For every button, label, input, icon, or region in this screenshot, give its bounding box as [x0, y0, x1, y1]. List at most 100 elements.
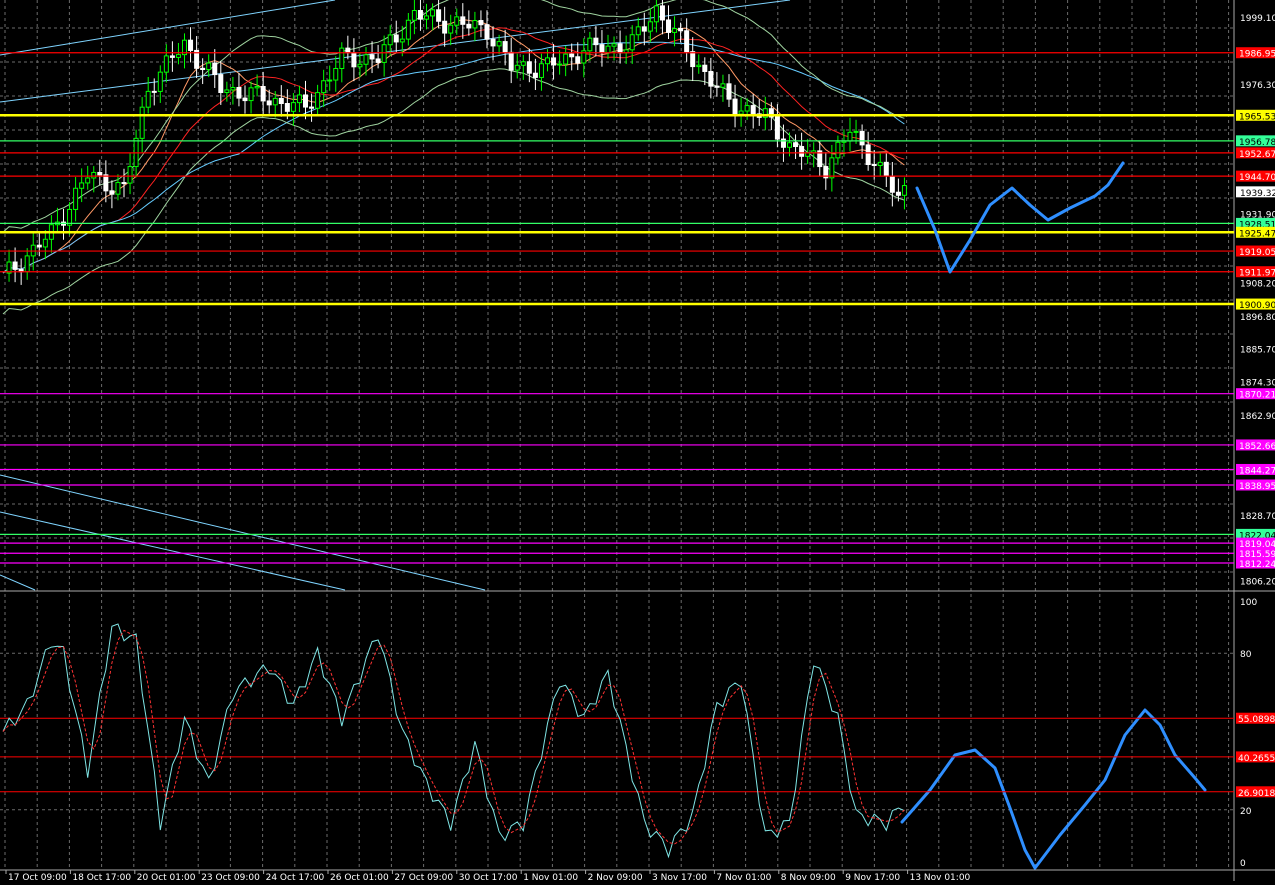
price-level-label: 1819.04: [1239, 540, 1275, 550]
candle-body: [551, 57, 557, 66]
candle-body: [188, 39, 194, 51]
candle-body: [871, 163, 877, 166]
candle-body: [405, 19, 411, 40]
candle-body: [411, 10, 417, 21]
candle-body: [363, 54, 369, 65]
time-axis-label: 24 Oct 17:00: [266, 873, 325, 881]
candle-body: [750, 105, 756, 115]
trendline-4[interactable]: [0, 0, 336, 56]
candle-body: [532, 72, 538, 78]
candle-body: [79, 182, 85, 189]
price-level-label: 1965.53: [1239, 112, 1275, 122]
candle-body: [496, 41, 502, 47]
candle-body: [345, 47, 351, 54]
candle-body: [901, 185, 907, 196]
candle-body: [780, 138, 786, 148]
candle-body: [242, 97, 248, 102]
candle-body: [557, 63, 563, 66]
price-level-tag: [1236, 388, 1275, 400]
candle-body: [278, 97, 284, 105]
candle-body: [296, 94, 302, 104]
price-level-label: 1900.90: [1239, 301, 1275, 311]
candle-body: [895, 191, 901, 196]
candle-body: [472, 20, 478, 29]
candle-body: [563, 53, 569, 65]
price-level-tag: [1236, 439, 1275, 451]
ma-medium: [2, 27, 905, 274]
osc-axis-tick: 0: [1240, 859, 1246, 869]
candle-body: [36, 244, 42, 248]
price-level-label: 1812.24: [1239, 560, 1275, 570]
candle-body: [738, 110, 744, 115]
osc-axis-tick: 20: [1240, 807, 1252, 817]
price-level-tag: [1236, 547, 1275, 559]
candle-body: [629, 34, 635, 51]
price-level-tag: [1236, 528, 1275, 540]
time-axis-label: 23 Oct 09:00: [201, 873, 260, 881]
candle-body: [73, 187, 79, 210]
candle-body: [212, 62, 218, 76]
candle-body: [829, 157, 835, 179]
candle-body: [424, 15, 429, 20]
axes: 1999.10 1976.30 1939.32 1931.90 1908.20 1896.…: [5, 14, 1275, 883]
candle-body: [103, 174, 109, 192]
osc-level-tag: [1236, 786, 1275, 798]
candle-body: [248, 87, 254, 102]
trend-lines[interactable]: [0, 0, 791, 591]
price-axis-tick: 1908.20: [1240, 280, 1275, 290]
time-axis-label: 9 Nov 17:00: [845, 873, 900, 881]
time-axis-label: 13 Nov 01:00: [910, 873, 971, 881]
price-level-tag: [1236, 217, 1275, 229]
candle-body: [121, 182, 127, 185]
user-drawings[interactable]: [900, 161, 1207, 870]
candle-body: [799, 146, 805, 157]
candle-body: [182, 39, 187, 56]
candle-body: [526, 61, 532, 74]
price-level-tag: [1236, 557, 1275, 569]
candle-body: [236, 86, 242, 99]
trendline-1[interactable]: [0, 474, 486, 591]
candle-body: [448, 24, 454, 34]
forecast-drawing-main[interactable]: [915, 161, 1125, 274]
price-axis-tick: 1874.30: [1240, 379, 1275, 389]
candle-body: [224, 89, 230, 93]
candle-body: [877, 161, 883, 166]
candle-body: [91, 171, 97, 179]
candle-body: [847, 131, 853, 142]
forecast-drawing-oscillator[interactable]: [900, 708, 1207, 870]
price-level-label: 1822.04: [1239, 531, 1275, 541]
trendline-2[interactable]: [0, 511, 346, 591]
price-level-tag: [1236, 135, 1275, 147]
price-level-tag: [1236, 479, 1275, 491]
current-price-tag: [1236, 186, 1275, 198]
price-axis-tick: 1862.90: [1240, 412, 1275, 422]
candle-body: [817, 150, 823, 168]
candle-body: [309, 106, 315, 109]
candle-body: [490, 38, 496, 47]
osc-axis-tick: 80: [1240, 650, 1252, 660]
candle-body: [835, 141, 841, 159]
candle-body: [417, 10, 423, 20]
price-levels[interactable]: 1986.95 1965.53 1956.78 1952.67 1944.70 1928.…: [0, 47, 1275, 570]
candle-body: [865, 144, 871, 165]
candle-body: [272, 97, 278, 106]
osc-level-label: 55.0898: [1238, 715, 1275, 725]
candle-body: [109, 190, 115, 195]
candle-body: [206, 62, 212, 71]
candle-body: [575, 56, 581, 64]
price-level-label: 1952.67: [1239, 150, 1275, 160]
time-axis-label: 17 Oct 09:00: [8, 873, 67, 881]
candle-body: [859, 130, 865, 146]
candle-body: [520, 61, 526, 66]
candle-body: [714, 85, 720, 88]
price-level-tag: [1236, 537, 1275, 549]
candle-body: [454, 16, 460, 26]
price-level-label: 1986.95: [1239, 50, 1275, 60]
trendline-3[interactable]: [0, 574, 36, 591]
candle-body: [85, 177, 91, 184]
candle-body: [339, 47, 345, 69]
candle-body: [399, 38, 405, 43]
stochastic-main-line: [2, 623, 905, 859]
